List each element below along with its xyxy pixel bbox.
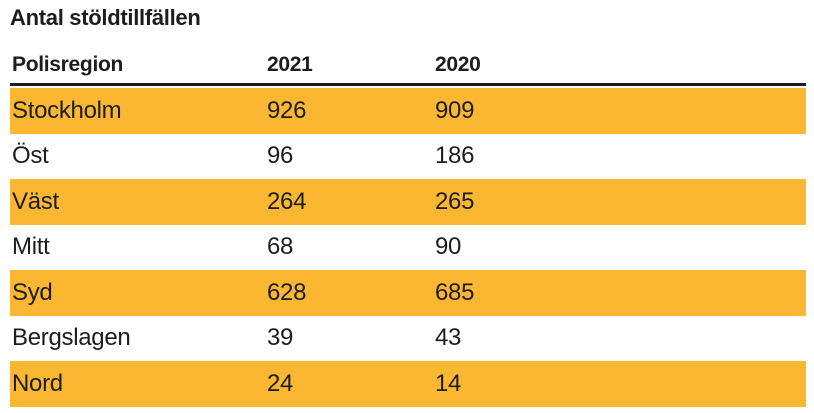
table-body: Stockholm 926 909 Öst 96 186 Väst 264 26… [10,88,806,407]
cell-region: Syd [12,278,53,306]
table-row: Syd 628 685 [10,270,806,316]
table-row: Bergslagen 39 43 [10,316,806,362]
cell-2021-value: 628 [267,278,307,306]
cell-region: Nord [12,369,63,397]
cell-2020-value: 909 [435,96,475,124]
cell-region: Väst [12,187,59,215]
cell-region: Öst [12,142,49,170]
cell-2021-value: 39 [267,324,294,352]
cell-2021-value: 96 [267,142,294,170]
cell-2020-value: 685 [435,278,475,306]
table-row: Nord 24 14 [10,361,806,407]
table-row: Stockholm 926 909 [10,88,806,134]
cell-region: Stockholm [12,96,122,124]
page-title: Antal stöldtillfällen [10,5,201,30]
cell-2020-value: 90 [435,233,462,261]
cell-2020-value: 265 [435,187,475,215]
column-header-polisregion: Polisregion [12,53,124,76]
cell-2021-value: 68 [267,233,294,261]
cell-2021-value: 264 [267,187,307,215]
table-row: Öst 96 186 [10,134,806,180]
table-row: Väst 264 265 [10,179,806,225]
statistics-table: Polisregion 2021 2020 Stockholm 926 909 … [10,45,806,407]
cell-2021-value: 24 [267,369,294,397]
cell-2020-value: 43 [435,324,462,352]
cell-2021-value: 926 [267,96,307,124]
cell-region: Bergslagen [12,324,131,352]
column-header-2021: 2021 [267,53,313,76]
cell-region: Mitt [12,233,50,261]
table-header-row: Polisregion 2021 2020 [10,45,806,86]
cell-2020-value: 186 [435,142,475,170]
table-row: Mitt 68 90 [10,225,806,271]
column-header-2020: 2020 [435,53,481,76]
cell-2020-value: 14 [435,369,462,397]
